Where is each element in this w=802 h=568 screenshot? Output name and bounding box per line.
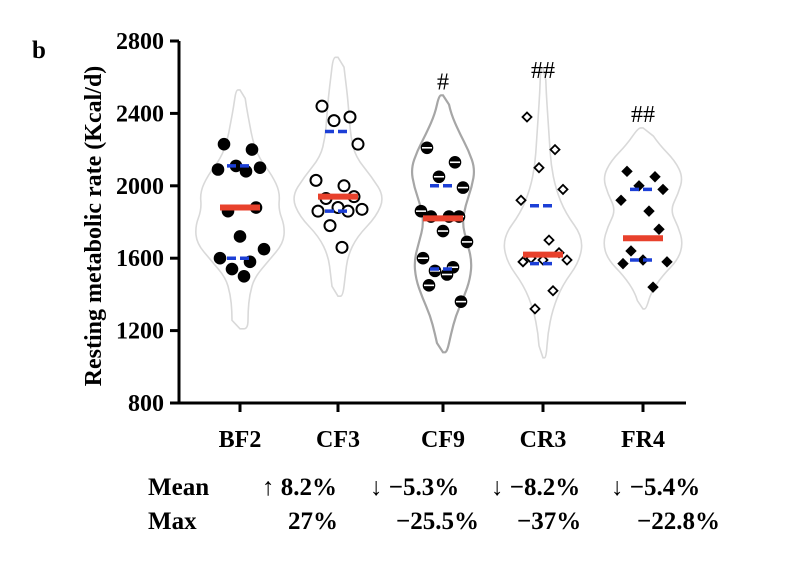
significance-marks: # ####	[437, 58, 655, 128]
point-bf2-4	[253, 161, 267, 174]
point-cf9-3	[432, 170, 446, 184]
point-cf9-2	[448, 155, 462, 169]
point-bf2-9	[233, 230, 247, 243]
point-fr4-1	[621, 165, 633, 178]
significance-cf9: #	[437, 69, 449, 95]
significance-fr4: ##	[631, 102, 655, 128]
summary-row-label-mean: Mean	[148, 474, 209, 501]
point-fr4-6	[643, 205, 655, 217]
x-tick-label-cf3: CF3	[316, 427, 360, 453]
summary-max-cr3: −37%	[517, 508, 581, 535]
point-fr4-7	[653, 223, 665, 235]
point-cr3-4	[557, 183, 569, 196]
point-bf2-10	[257, 242, 271, 256]
summary-table: Mean Max ↑ 8.2% ↓ −5.3% ↓ −8.2% ↓ −5.4% …	[148, 474, 720, 535]
point-cf3-14	[335, 240, 349, 254]
x-ticks: BF2 CF3 CF9 CR3 FR4	[219, 403, 665, 453]
x-tick-label-fr4: FR4	[621, 427, 665, 453]
violin-cf9	[410, 94, 476, 354]
point-cr3-2	[549, 143, 561, 156]
summary-mean-fr4: ↓ −5.4%	[611, 474, 700, 501]
x-tick-label-cf9: CF9	[421, 427, 465, 453]
summary-max-cf9: −25.5%	[396, 508, 479, 535]
point-cf9-16	[454, 295, 468, 308]
summary-lines-layer	[220, 129, 663, 271]
point-cf3-13	[323, 219, 337, 233]
y-axis-title: Resting metabolic rate (Kcal/d)	[81, 66, 107, 387]
summary-row-label-max: Max	[148, 508, 197, 535]
x-tick-label-bf2: BF2	[219, 427, 262, 453]
point-fr4-8	[625, 245, 637, 257]
point-cr3-6	[543, 234, 555, 246]
summary-mean-cr3: ↓ −8.2%	[491, 474, 580, 501]
point-cr3-11	[517, 256, 529, 268]
x-tick-label-cr3: CR3	[520, 427, 567, 453]
y-tick-label-1200: 1200	[116, 319, 164, 345]
point-cf9-11	[416, 251, 430, 265]
point-fr4-5	[615, 194, 627, 206]
point-cr3-13	[529, 303, 541, 315]
point-fr4-4	[657, 183, 669, 196]
point-cr3-10	[561, 254, 573, 266]
y-tick-label-1600: 1600	[116, 246, 164, 272]
point-cf3-6	[337, 179, 351, 193]
point-fr4-2	[649, 171, 661, 183]
point-bf2-2	[245, 143, 259, 156]
summary-max-cf3: 27%	[288, 508, 338, 535]
point-cf9-14	[440, 268, 454, 281]
point-cf9-1	[420, 141, 434, 155]
panel-label: b	[32, 37, 46, 64]
point-cf9-15	[422, 279, 436, 292]
y-ticks: 800 1200 1600 2000 2400 2800	[116, 29, 179, 417]
violin-cf3	[293, 56, 383, 298]
points-layer	[211, 99, 673, 315]
point-cf3-1	[315, 99, 329, 113]
point-cf9-4	[456, 181, 470, 194]
point-bf2-14	[237, 270, 251, 283]
violins-layer	[195, 56, 683, 359]
y-tick-label-2800: 2800	[116, 29, 164, 55]
summary-mean-cf9: ↓ −5.3%	[370, 474, 459, 501]
point-cf3-4	[351, 137, 365, 151]
point-bf2-11	[213, 251, 227, 265]
point-cr3-12	[547, 285, 559, 297]
point-fr4-12	[647, 281, 659, 293]
point-cf9-9	[436, 224, 450, 238]
point-cr3-5	[515, 194, 527, 207]
point-cf3-3	[327, 114, 341, 128]
y-tick-label-2400: 2400	[116, 101, 164, 127]
point-bf2-1	[217, 137, 231, 151]
significance-cr3: ##	[531, 58, 555, 84]
violin-bf2	[195, 89, 285, 330]
point-cf9-13	[428, 264, 442, 278]
point-bf2-13	[225, 262, 239, 276]
point-fr4-11	[617, 257, 629, 270]
point-cf3-2	[343, 110, 357, 124]
point-cr3-1	[521, 111, 533, 123]
summary-max-fr4: −22.8%	[637, 508, 720, 535]
violin-fr4	[603, 127, 683, 310]
summary-mean-cf3: ↑ 8.2%	[262, 474, 337, 501]
y-tick-label-800: 800	[128, 391, 164, 417]
point-fr4-10	[661, 256, 673, 268]
point-bf2-5	[211, 163, 225, 176]
point-cr3-3	[533, 161, 545, 174]
point-cf9-5	[414, 204, 428, 218]
point-cf3-5	[309, 173, 323, 187]
point-cf3-10	[355, 202, 369, 216]
point-cf9-10	[460, 235, 474, 249]
point-cf3-11	[311, 204, 325, 218]
y-tick-label-2000: 2000	[116, 174, 164, 200]
violin-cr3	[503, 67, 583, 359]
